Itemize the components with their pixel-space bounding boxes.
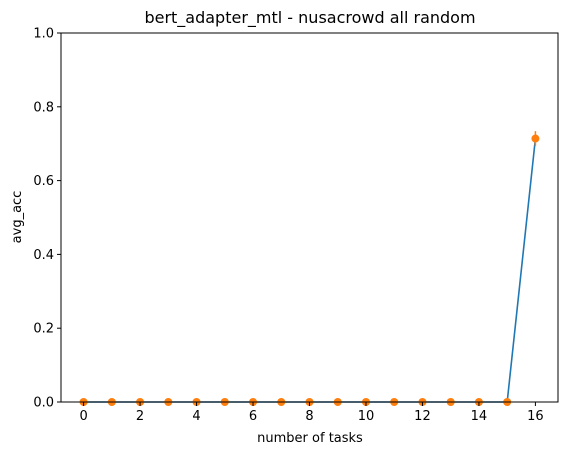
y-tick-label: 0.4 bbox=[33, 248, 54, 263]
y-tick-label: 0.8 bbox=[33, 100, 54, 115]
y-tick-label: 0.6 bbox=[33, 174, 54, 189]
x-tick-label: 16 bbox=[527, 409, 544, 424]
series-line bbox=[83, 138, 537, 403]
x-axis-label: number of tasks bbox=[257, 431, 363, 446]
x-axis: 0 2 4 6 8 10 12 14 16 bbox=[79, 402, 544, 424]
y-tick-label: 0.2 bbox=[33, 322, 54, 337]
chart-title: bert_adapter_mtl - nusacrowd all random bbox=[144, 8, 475, 28]
x-tick-label: 8 bbox=[305, 409, 313, 424]
plot-frame bbox=[60, 32, 559, 403]
y-tick-label: 0.0 bbox=[33, 396, 54, 411]
y-tick-label: 1.0 bbox=[33, 27, 54, 42]
x-tick-label: 6 bbox=[249, 409, 257, 424]
x-tick-label: 12 bbox=[414, 409, 431, 424]
x-tick-label: 10 bbox=[358, 409, 375, 424]
y-axis: 0.0 0.2 0.4 0.6 0.8 1.0 bbox=[33, 27, 61, 411]
y-axis-label: avg_acc bbox=[10, 191, 25, 244]
x-tick-label: 4 bbox=[192, 409, 200, 424]
x-tick-label: 14 bbox=[471, 409, 488, 424]
x-tick-label: 2 bbox=[136, 409, 144, 424]
x-tick-label: 0 bbox=[79, 409, 87, 424]
data-point bbox=[531, 134, 540, 143]
